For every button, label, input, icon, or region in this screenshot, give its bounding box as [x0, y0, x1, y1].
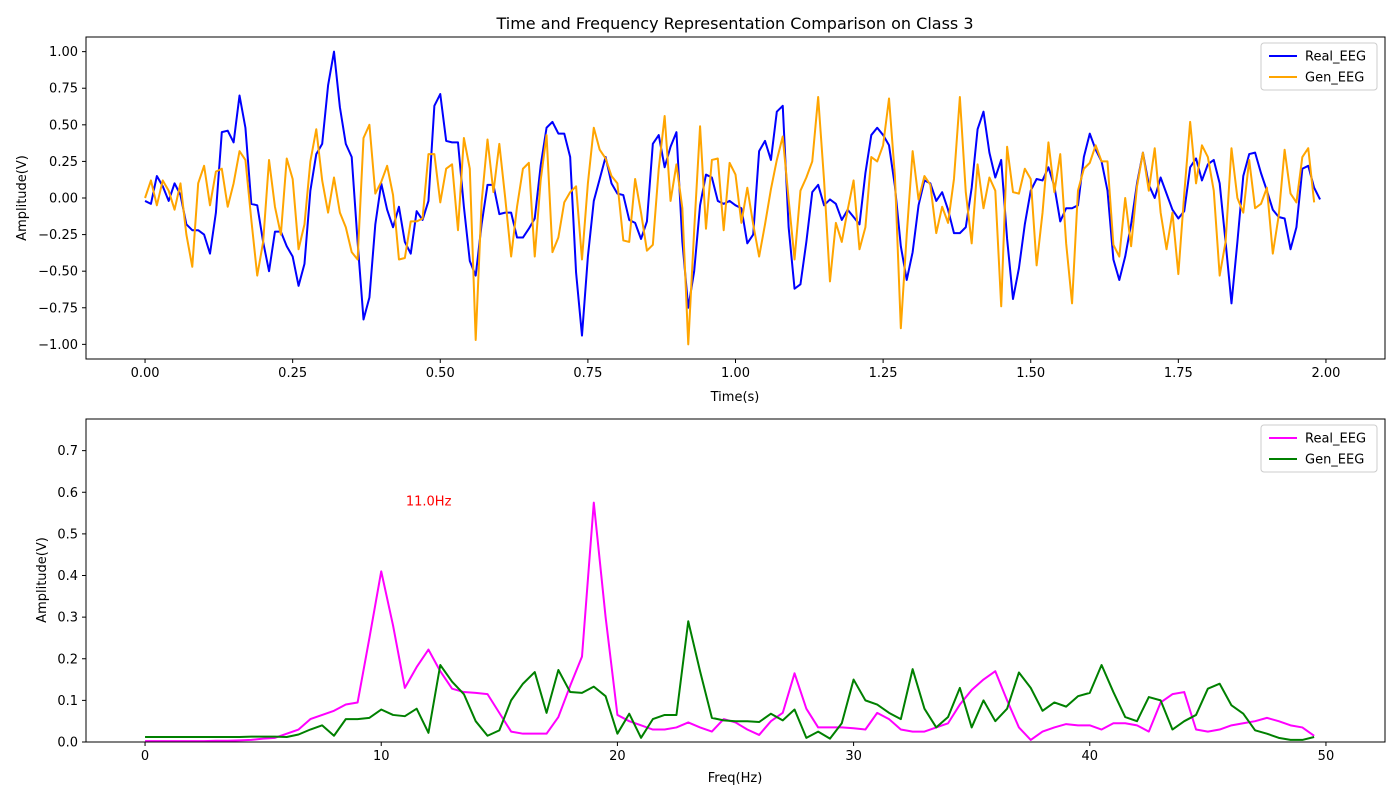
time-y-tick-label: −0.50: [38, 265, 78, 280]
time-y-tick-label: 1.00: [49, 45, 78, 60]
time-axis-ticks: 0.00 0.25 0.50 0.75 1.00 1.25 1.50 1.75 2.00 −1.0…: [38, 45, 1340, 381]
freq-y-tick-label: 0.0: [57, 736, 78, 751]
time-series-line-real-eeg: [144, 50, 1321, 337]
time-series-line-gen-eeg: [144, 96, 1316, 346]
freq-y-tick-label: 0.4: [57, 569, 78, 584]
freq-x-tick-label: 50: [1318, 749, 1335, 764]
freq-legend-box: [1260, 424, 1378, 473]
time-series-layer: [144, 50, 1321, 346]
time-x-tick-label: 0.50: [426, 366, 455, 381]
freq-series-line-gen-eeg: [145, 620, 1315, 741]
freq-x-tick-label: 10: [373, 749, 390, 764]
freq-legend-label: Gen_EEG: [1305, 453, 1364, 468]
time-x-tick-label: 0.00: [131, 366, 160, 381]
chart-title: Time and Frequency Representation Compar…: [495, 14, 973, 33]
freq-plot-frame: [85, 418, 1386, 743]
freq-x-tick-label: 40: [1081, 749, 1098, 764]
time-x-tick-label: 1.00: [721, 366, 750, 381]
freq-y-tick-label: 0.2: [57, 652, 78, 667]
freq-legend-label: Real_EEG: [1305, 432, 1366, 447]
time-x-tick-label: 0.75: [573, 366, 602, 381]
time-y-tick-label: −1.00: [38, 338, 78, 353]
freq-series-layer: [145, 501, 1315, 743]
time-x-tick-label: 2.00: [1311, 366, 1340, 381]
freq-x-tick-label: 20: [609, 749, 626, 764]
time-legend-label: Real_EEG: [1305, 50, 1366, 65]
time-y-tick-label: −0.75: [38, 301, 78, 316]
time-y-tick-label: 0.00: [49, 192, 78, 207]
frequency-domain-plot: 0 10 20 30 40 50 0.0 0.1 0.2 0.3 0.4 0.5 0.6 0.7 Freq…: [35, 418, 1386, 786]
time-x-tick-label: 1.50: [1016, 366, 1045, 381]
freq-axis-ticks: 0 10 20 30 40 50 0.0 0.1 0.2 0.3 0.4 0.5 0.6 0.7: [57, 444, 1334, 764]
freq-y-axis-label: Amplitude(V): [35, 537, 50, 623]
freq-x-axis-label: Freq(Hz): [708, 771, 763, 786]
peak-frequency-annotation: 11.0Hz: [406, 495, 452, 510]
time-x-axis-label: Time(s): [710, 390, 760, 405]
freq-y-tick-label: 0.6: [57, 486, 78, 501]
time-x-tick-label: 1.25: [869, 366, 898, 381]
time-y-tick-label: 0.25: [49, 155, 78, 170]
freq-y-tick-label: 0.5: [57, 527, 78, 542]
time-x-tick-label: 1.75: [1164, 366, 1193, 381]
time-legend: Real_EEG Gen_EEG: [1260, 42, 1378, 91]
freq-y-tick-label: 0.1: [57, 694, 78, 709]
time-domain-plot: Time and Frequency Representation Compar…: [15, 14, 1386, 405]
freq-y-tick-label: 0.7: [57, 444, 78, 459]
time-y-tick-label: −0.25: [38, 228, 78, 243]
time-y-tick-label: 0.50: [49, 118, 78, 133]
freq-x-tick-label: 0: [141, 749, 149, 764]
freq-x-tick-label: 30: [845, 749, 862, 764]
time-legend-label: Gen_EEG: [1305, 71, 1364, 86]
freq-legend: Real_EEG Gen_EEG: [1260, 424, 1378, 473]
time-y-axis-label: Amplitude(V): [15, 155, 30, 241]
time-y-tick-label: 0.75: [49, 82, 78, 97]
time-legend-box: [1260, 42, 1378, 91]
freq-y-tick-label: 0.3: [57, 611, 78, 626]
time-x-tick-label: 0.25: [278, 366, 307, 381]
